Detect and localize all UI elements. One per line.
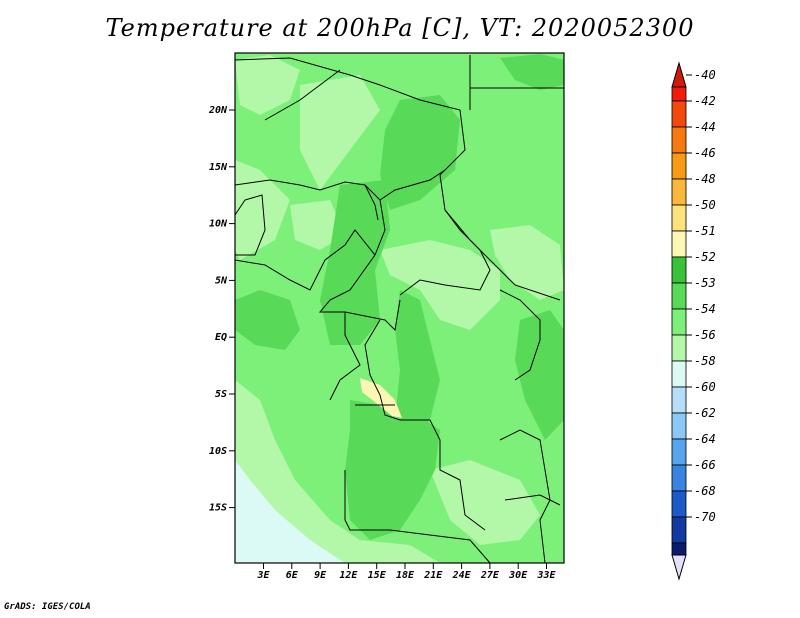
border-line <box>264 69 341 121</box>
colorbar-segment <box>671 386 687 414</box>
lon-tick-label: 24E <box>452 570 472 581</box>
color-legend: -40 -42 -44 -46 -48 -50 -51 -52 -53 -54 -56 -58 -60 -… <box>671 61 716 581</box>
map-frame <box>234 52 565 564</box>
colorbar-label: -40 <box>694 68 716 82</box>
colorbar-label: -50 <box>694 198 716 212</box>
colorbar-label: -68 <box>694 484 716 498</box>
lat-tick-label: 10S <box>209 446 227 457</box>
contour-region <box>380 240 500 330</box>
contour-region <box>235 460 345 563</box>
colorbar-segment <box>671 308 687 336</box>
colorbar-segment <box>671 542 687 556</box>
colorbar-label: -52 <box>694 250 716 264</box>
colorbar-segment <box>671 412 687 440</box>
colorbar-segment <box>671 516 687 544</box>
colorbar-segment <box>671 126 687 154</box>
lat-tick-label: 10N <box>209 219 228 230</box>
lon-tick-label: 12E <box>339 570 358 581</box>
lat-tick-label: EQ <box>215 332 227 343</box>
map-title: Temperature at 200hPa [C], VT: 202005230… <box>105 14 695 42</box>
border-line <box>235 194 266 256</box>
longitude-axis: 3E 6E 9E 12E 15E 18E 21E 24E 27E 30E 33E <box>256 563 557 581</box>
contour-region <box>500 54 564 90</box>
colorbar-label: -70 <box>694 510 716 524</box>
colorbar-segment <box>671 230 687 258</box>
colorbar-segment <box>671 256 687 284</box>
colorbar-top-cap <box>671 61 687 88</box>
colorbar-segment <box>671 152 687 180</box>
border-line <box>364 319 486 531</box>
contour-region <box>300 75 380 190</box>
latitude-axis: 20N 15N 10N 5N EQ 5S 10S 15S <box>208 105 235 514</box>
colorbar-bottom-cap <box>671 554 687 581</box>
lon-tick-label: 3E <box>256 570 270 581</box>
border-line <box>235 57 561 301</box>
contour-region <box>395 290 440 440</box>
lon-tick-label: 6E <box>286 570 299 581</box>
contour-region <box>235 55 300 115</box>
colorbar-segment <box>671 490 687 518</box>
lon-tick-label: 15E <box>368 570 387 581</box>
colorbar-segment <box>671 464 687 492</box>
border-line <box>399 209 491 296</box>
contour-region <box>235 160 290 260</box>
border-line <box>504 494 561 506</box>
colorbar-label: -48 <box>694 172 716 186</box>
colorbar-label: -60 <box>694 380 716 394</box>
contour-region <box>320 180 390 345</box>
contour-region <box>515 310 564 440</box>
border-line <box>499 289 541 381</box>
colorbar-segment <box>671 204 687 232</box>
lon-tick-label: 18E <box>396 570 415 581</box>
contour-region <box>430 460 540 545</box>
lat-tick-label: 5N <box>215 275 228 286</box>
lon-tick-label: 21E <box>423 570 443 581</box>
contour-region <box>345 400 440 540</box>
contour-region <box>490 225 564 300</box>
lon-tick-label: 9E <box>314 570 327 581</box>
colorbar-segment <box>671 178 687 206</box>
border-line <box>364 184 379 221</box>
lon-tick-label: 33E <box>536 570 556 581</box>
colorbar-segment <box>671 100 687 128</box>
lon-tick-label: 30E <box>508 570 528 581</box>
colorbar-label: -53 <box>694 276 716 290</box>
colorbar-segment <box>671 282 687 310</box>
colorbar-segment <box>671 334 687 362</box>
lat-tick-label: 20N <box>208 105 228 116</box>
colorbar-segment <box>671 86 687 102</box>
contour-region <box>290 200 345 250</box>
colorbar-label: -42 <box>694 94 716 108</box>
lon-tick-label: 27E <box>480 570 500 581</box>
lat-tick-label: 15N <box>209 162 228 173</box>
grads-credit: GrADS: IGES/COLA <box>4 602 91 612</box>
colorbar-label: -64 <box>694 432 716 446</box>
colorbar-segment <box>671 360 687 388</box>
contour-region <box>235 290 300 350</box>
colorbar-label: -44 <box>694 120 716 134</box>
lat-tick-label: 15S <box>209 503 227 514</box>
colorbar-label: -54 <box>694 302 716 316</box>
contour-region <box>380 95 460 210</box>
contour-region <box>235 380 440 563</box>
colorbar-label: -58 <box>694 354 716 368</box>
colorbar-label: -66 <box>694 458 716 472</box>
colorbar-label: -46 <box>694 146 716 160</box>
border-line <box>235 229 376 291</box>
colorbar-label: -51 <box>694 224 716 238</box>
lat-tick-label: 5S <box>215 389 227 400</box>
colorbar-label: -56 <box>694 328 716 342</box>
colorbar-segment <box>671 438 687 466</box>
border-line <box>499 429 551 563</box>
border-line <box>344 470 491 563</box>
border-line <box>235 179 386 256</box>
border-line <box>379 169 446 201</box>
temperature-field <box>235 53 564 563</box>
border-line <box>329 312 361 401</box>
colorbar-label: -62 <box>694 406 716 420</box>
country-borders <box>235 55 564 563</box>
